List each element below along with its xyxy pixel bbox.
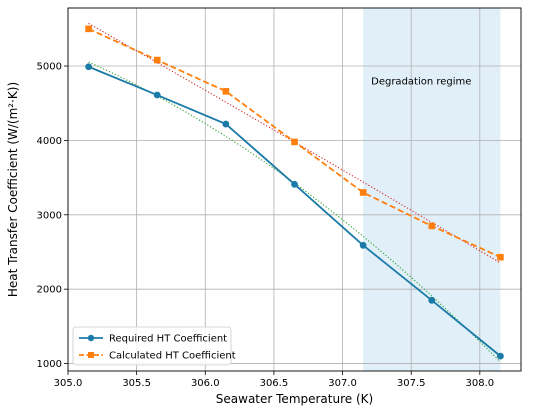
y-tick-label: 4000 [37,136,62,147]
y-tick-label: 5000 [37,62,62,73]
x-tick-label: 305.5 [122,378,151,389]
data-point [291,138,298,146]
x-tick-label: 305.0 [54,378,83,389]
legend-label-calculated: Calculated HT Coefficient [109,351,236,362]
data-point [85,25,92,33]
x-tick-label: 306.5 [260,378,289,389]
trend-curve-0 [88,61,501,363]
degradation-regime-label: Degradation regime [371,77,471,88]
tick-layer: 305.0 305.5 306.0 306.5 307.0 307.5 308.0 1000 2… [37,62,495,389]
x-tick-label: 308.0 [465,378,494,389]
data-point [222,88,230,95]
y-axis-label: Heat Transfer Coefficient (W/(m²·K)) [6,82,20,297]
legend-items [79,334,103,358]
x-tick-label: 307.5 [397,378,426,389]
data-point [428,222,436,230]
legend-label-required: Required HT Coefficient [109,334,227,345]
x-tick-label: 307.0 [328,378,357,389]
y-tick-label: 2000 [37,285,62,296]
series-layer [85,25,504,360]
data-point [359,241,367,249]
degradation-region [363,8,501,371]
y-tick-label: 3000 [37,210,62,221]
data-point [359,189,367,196]
data-point [153,91,161,99]
legend-marker-0 [87,334,95,342]
data-point [153,56,161,64]
data-point [497,352,504,360]
legend-marker-1 [88,352,94,358]
data-point [85,63,92,71]
y-tick-label: 1000 [37,359,62,370]
data-point [222,120,230,128]
data-point [497,253,504,261]
x-tick-label: 306.0 [191,378,220,389]
legend-box [72,326,232,366]
plot-frame [67,7,522,372]
data-point [291,180,298,188]
legend: Required HT Coefficient Calculated HT Co… [72,326,236,366]
x-axis-label: Seawater Temperature (K) [216,392,373,406]
shade-layer [363,8,501,371]
data-point [428,296,436,304]
